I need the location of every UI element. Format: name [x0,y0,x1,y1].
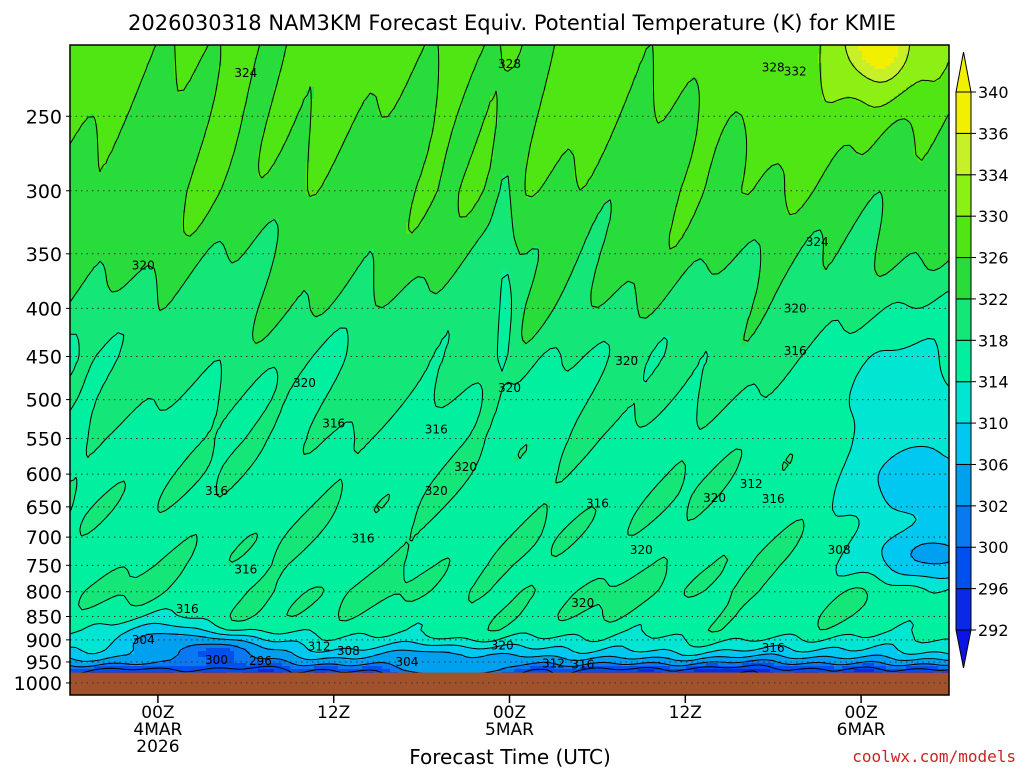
colorbar-segment [956,340,971,381]
contour-label: 308 [337,644,360,658]
contour-label: 320 [784,301,807,315]
contour-label: 320 [498,381,521,395]
y-tick-label: 500 [26,390,62,412]
contour-label: 320 [293,376,316,390]
colorbar-label: 296 [978,580,1009,599]
y-tick-label: 900 [26,630,62,652]
colorbar-segment [956,175,971,216]
contour-label: 320 [425,484,448,498]
contour-label: 324 [806,235,829,249]
y-tick-label: 350 [26,244,62,266]
colorbar-segment [956,382,971,423]
contour-label: 320 [491,639,514,653]
contour-label: 296 [249,654,272,668]
y-tick-label: 700 [26,527,62,549]
colorbar: 292 296 300 302 306 310 314 318 322 326 330 334 336 3… [956,52,1009,668]
y-tick-label: 950 [26,652,62,674]
contour-label: 328 [762,61,785,75]
contour-label: 316 [352,531,375,545]
contour-label: 316 [425,423,448,437]
y-tick-label: 600 [26,464,62,486]
contour-label: 328 [498,57,521,71]
y-tick-label: 850 [26,606,62,628]
ground-below-surface [70,673,949,695]
colorbar-top-arrow [956,52,971,92]
y-tick-label: 250 [26,106,62,128]
contour-label: 316 [571,658,594,672]
contour-label: 320 [454,460,477,474]
y-tick-label: 400 [26,298,62,320]
contour-label: 316 [762,492,785,506]
colorbar-segment [956,423,971,464]
contour-label: 312 [308,640,331,654]
colorbar-label: 314 [978,373,1009,392]
contour-label: 320 [630,543,653,557]
contour-label: 320 [132,258,155,272]
contour-label: 316 [322,416,345,430]
colorbar-label: 302 [978,497,1009,516]
colorbar-bottom-arrow [956,630,971,668]
colorbar-label: 322 [978,290,1009,309]
x-axis-label: Forecast Time (UTC) [409,745,611,768]
x-tick-label: 5MAR [485,720,534,740]
contour-label: 316 [762,641,785,655]
contour-label: 324 [234,66,257,80]
contour-label: 304 [395,655,418,669]
colorbar-label: 300 [978,538,1009,557]
y-tick-label: 550 [26,429,62,451]
colorbar-label: 306 [978,455,1009,474]
x-tick-label: 12Z [669,703,702,723]
contour-label: 312 [740,477,763,491]
colorbar-segment [956,299,971,340]
contour-label: 312 [542,657,565,671]
y-tick-label: 450 [26,347,62,369]
contour-label: 316 [586,497,609,511]
y-tick-label: 800 [26,582,62,604]
contour-label: 316 [205,484,228,498]
colorbar-segment [956,464,971,505]
colorbar-segment [956,547,971,588]
contour-label: 308 [828,543,851,557]
colorbar-label: 292 [978,621,1009,640]
contour-label: 316 [784,344,807,358]
contour-label: 332 [784,64,807,78]
colorbar-label: 318 [978,331,1009,350]
colorbar-label: 310 [978,414,1009,433]
colorbar-label: 326 [978,249,1009,268]
contour-label: 320 [571,596,594,610]
contour-label: 320 [703,491,726,505]
colorbar-segment [956,216,971,257]
x-tick-label: 2026 [136,737,179,757]
colorbar-segment [956,92,971,133]
colorbar-label: 336 [978,124,1009,143]
colorbar-label: 340 [978,83,1009,102]
contour-label: 316 [176,602,199,616]
colorbar-label: 334 [978,166,1009,185]
y-tick-label: 1000 [14,673,62,695]
contour-label: 300 [205,653,228,667]
contour-label: 320 [615,354,638,368]
colorbar-segment [956,589,971,630]
chart-title: 2026030318 NAM3KM Forecast Equiv. Potent… [128,11,896,35]
colorbar-segment [956,258,971,299]
contour-label: 304 [132,633,155,647]
y-tick-label: 300 [26,181,62,203]
credit-text: coolwx.com/models [852,747,1016,766]
colorbar-segment [956,133,971,174]
y-axis: 2503003504004505005506006507007508008509… [14,106,70,695]
colorbar-label: 330 [978,207,1009,226]
y-tick-label: 650 [26,497,62,519]
colorbar-segment [956,506,971,547]
x-tick-label: 12Z [317,703,350,723]
y-tick-label: 750 [26,555,62,577]
x-tick-label: 6MAR [837,720,886,740]
contour-label: 316 [234,563,257,577]
